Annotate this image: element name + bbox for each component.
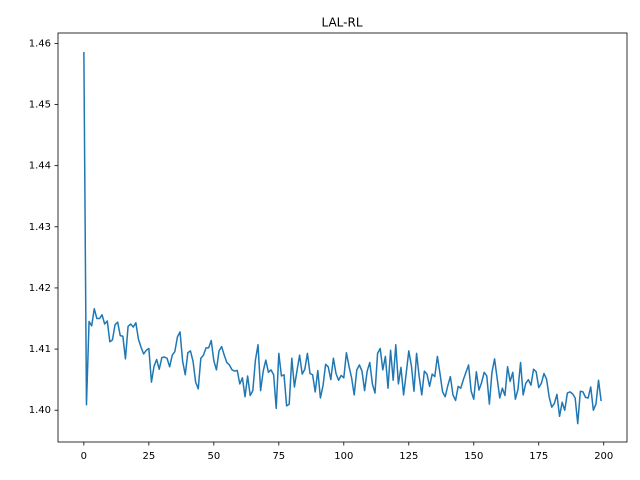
chart-title: LAL-RL: [322, 16, 363, 30]
x-tick-label: 175: [529, 451, 548, 462]
x-tick-label: 100: [334, 451, 353, 462]
y-tick-label: 1.43: [29, 222, 51, 233]
x-tick-label: 0: [81, 451, 87, 462]
y-tick-label: 1.40: [29, 405, 51, 416]
y-tick-label: 1.41: [29, 344, 51, 355]
plot-frame: [57, 32, 628, 443]
line: [83, 51, 602, 425]
x-tick-label: 125: [399, 451, 418, 462]
y-tick-label: 1.44: [29, 161, 51, 172]
x-tick-label: 75: [272, 451, 285, 462]
x-tick-label: 200: [594, 451, 613, 462]
y-tick-label: 1.46: [29, 38, 51, 49]
y-tick-label: 1.45: [29, 100, 51, 111]
x-tick-label: 25: [142, 451, 155, 462]
x-tick-label: 50: [207, 451, 220, 462]
x-tick-label: 150: [464, 451, 483, 462]
y-tick-label: 1.42: [29, 283, 51, 294]
